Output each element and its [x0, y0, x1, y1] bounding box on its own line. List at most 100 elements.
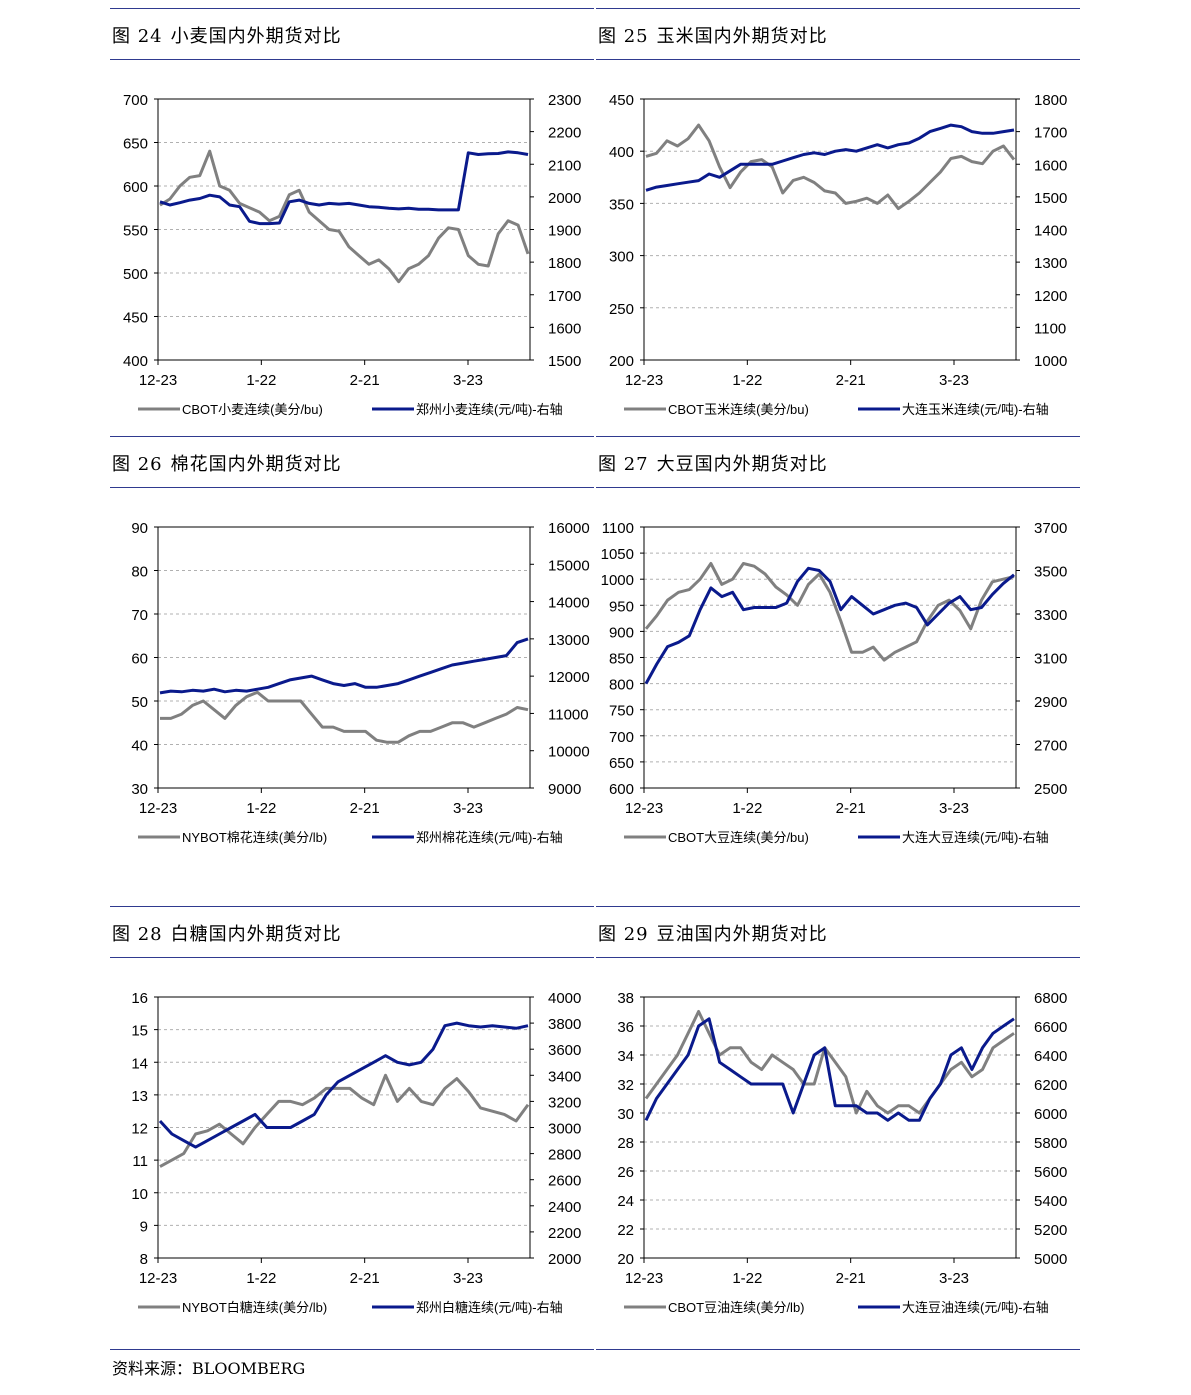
- y-left-tick-label: 60: [131, 651, 148, 668]
- series-line-0: [159, 1073, 530, 1168]
- x-tick-label: 1-22: [246, 800, 276, 817]
- y-left-tick-label: 600: [123, 179, 148, 196]
- y-right-tick-label: 3800: [548, 1016, 581, 1033]
- chart-svg: 200 250 300 350 400 450 1000 1100 1200 1300 1400 15…: [609, 92, 1067, 417]
- y-right-tick-label: 13000: [548, 632, 590, 649]
- y-left-tick-label: 400: [123, 353, 148, 370]
- x-tick-label: 3-23: [453, 372, 483, 389]
- y-right-tick-label: 3100: [1034, 651, 1067, 668]
- x-tick-label: 12-23: [139, 800, 177, 817]
- chart-title: 图 26 棉花国内外期货对比: [112, 450, 350, 476]
- figure-number: 图 25: [598, 26, 649, 47]
- y-right-tick-label: 1600: [548, 320, 581, 337]
- y-left-tick-label: 34: [617, 1048, 634, 1065]
- y-right-tick-label: 15000: [548, 557, 590, 574]
- y-left-tick-label: 24: [617, 1193, 634, 1210]
- series-line-1: [158, 1021, 529, 1149]
- y-left-tick-label: 1050: [601, 546, 634, 563]
- panel-title-rule: [110, 487, 594, 488]
- panel-title-rule: [110, 59, 594, 60]
- chart-title: 图 29 豆油国内外期货对比: [598, 920, 836, 946]
- y-right-tick-label: 3300: [1034, 607, 1067, 624]
- x-tick-label: 2-21: [350, 800, 380, 817]
- y-right-tick-label: 4000: [548, 990, 581, 1007]
- legend-label: CBOT大豆连续(美分/bu): [668, 830, 809, 845]
- figure-number: 图 27: [598, 454, 649, 475]
- y-left-tick-label: 1000: [601, 572, 634, 589]
- y-right-tick-label: 2000: [548, 1251, 581, 1268]
- x-tick-label: 12-23: [139, 372, 177, 389]
- series-line-1: [644, 1017, 1015, 1122]
- y-right-tick-label: 11000: [548, 706, 589, 723]
- y-right-tick-label: 5000: [1034, 1251, 1067, 1268]
- y-right-tick-label: 1400: [1034, 223, 1067, 240]
- y-left-tick-label: 9: [140, 1218, 148, 1235]
- y-left-tick-label: 50: [131, 694, 148, 711]
- y-right-tick-label: 3000: [548, 1121, 581, 1138]
- y-right-tick-label: 5400: [1034, 1193, 1067, 1210]
- legend-label: 郑州小麦连续(元/吨)-右轴: [416, 402, 563, 417]
- x-tick-label: 3-23: [939, 800, 969, 817]
- figure-number: 图 29: [598, 924, 649, 945]
- y-right-tick-label: 5200: [1034, 1222, 1067, 1239]
- y-left-tick-label: 850: [609, 651, 634, 668]
- y-left-tick-label: 300: [609, 249, 634, 266]
- legend-label: 郑州棉花连续(元/吨)-右轴: [416, 830, 563, 845]
- x-tick-label: 1-22: [246, 372, 276, 389]
- chart-title: 图 25 玉米国内外期货对比: [598, 22, 836, 48]
- bottom-rule-right: [596, 1349, 1080, 1350]
- chart-svg: 8 9 10 11 12 13 14 15 16 2000 2200 2400 2600 2800 3000…: [131, 990, 581, 1315]
- y-right-tick-label: 16000: [548, 520, 590, 537]
- y-left-tick-label: 500: [123, 266, 148, 283]
- y-left-tick-label: 700: [123, 92, 148, 109]
- y-left-tick-label: 400: [609, 144, 634, 161]
- y-left-tick-label: 26: [617, 1164, 634, 1181]
- y-left-tick-label: 550: [123, 223, 148, 240]
- x-tick-label: 3-23: [453, 1270, 483, 1287]
- panel-top-rule: [596, 8, 1080, 9]
- plot-frame: [643, 526, 1017, 789]
- y-right-tick-label: 3700: [1034, 520, 1067, 537]
- y-left-tick-label: 32: [617, 1077, 634, 1094]
- y-right-tick-label: 1200: [1034, 288, 1067, 305]
- y-right-tick-label: 2600: [548, 1173, 581, 1190]
- y-right-tick-label: 1300: [1034, 255, 1067, 272]
- x-tick-label: 3-23: [939, 372, 969, 389]
- legend-label: 郑州白糖连续(元/吨)-右轴: [416, 1300, 563, 1315]
- y-left-tick-label: 11: [132, 1153, 148, 1170]
- y-right-tick-label: 3500: [1034, 564, 1067, 581]
- y-left-tick-label: 450: [609, 92, 634, 109]
- y-left-tick-label: 15: [131, 1023, 148, 1040]
- chart-title: 图 27 大豆国内外期货对比: [598, 450, 836, 476]
- x-tick-label: 12-23: [625, 1270, 663, 1287]
- plot-frame: [157, 526, 531, 789]
- y-left-tick-label: 8: [140, 1251, 148, 1268]
- figure-title: 小麦国内外期货对比: [170, 26, 342, 47]
- y-left-tick-label: 450: [123, 310, 148, 327]
- y-right-tick-label: 1800: [1034, 92, 1067, 109]
- series-line-0: [644, 562, 1015, 662]
- x-tick-label: 3-23: [453, 800, 483, 817]
- x-tick-label: 1-22: [732, 1270, 762, 1287]
- legend-label: CBOT玉米连续(美分/bu): [668, 402, 809, 417]
- y-right-tick-label: 2700: [1034, 738, 1067, 755]
- figure-number: 图 24: [112, 26, 163, 47]
- figure-title: 白糖国内外期货对比: [170, 924, 342, 945]
- chart-title: 图 24 小麦国内外期货对比: [112, 22, 350, 48]
- y-right-tick-label: 1500: [548, 353, 581, 370]
- chart-svg: 20 22 24 26 28 30 32 34 36 38 5000 5200 5400 5600 5800…: [617, 990, 1067, 1315]
- y-left-tick-label: 20: [617, 1251, 634, 1268]
- y-left-tick-label: 900: [609, 624, 634, 641]
- panel-title-rule: [596, 487, 1080, 488]
- x-tick-label: 12-23: [625, 800, 663, 817]
- plot-frame: [643, 98, 1017, 361]
- y-right-tick-label: 12000: [548, 669, 590, 686]
- series-line-0: [645, 123, 1016, 211]
- y-left-tick-label: 13: [131, 1088, 148, 1105]
- series-line-1: [159, 637, 529, 695]
- y-right-tick-label: 3600: [548, 1042, 581, 1059]
- series-line-1: [645, 123, 1015, 192]
- y-right-tick-label: 2300: [548, 92, 581, 109]
- y-right-tick-label: 9000: [548, 781, 581, 798]
- y-right-tick-label: 2200: [548, 125, 581, 142]
